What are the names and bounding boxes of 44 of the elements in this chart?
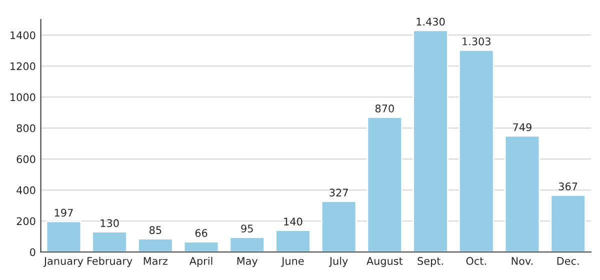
bar	[275, 230, 311, 252]
y-tick-label: 800	[16, 124, 36, 132]
y-tick-label: 1000	[10, 93, 36, 102]
x-tick-label: May	[237, 257, 258, 267]
y-tick-label: 0	[30, 248, 36, 256]
x-tick-label: June	[281, 257, 304, 267]
data-label: 66	[195, 229, 208, 237]
x-tick-label: July	[328, 256, 348, 267]
data-label: 130	[100, 219, 119, 228]
data-label: 367	[558, 182, 578, 190]
data-label: 95	[241, 224, 253, 232]
x-tick-label: February	[88, 256, 132, 267]
x-tick-label: Sept.	[418, 257, 443, 267]
bar	[183, 241, 220, 252]
data-label: 749	[513, 123, 532, 132]
data-label: 85	[150, 226, 162, 234]
y-tick-label: 200	[16, 217, 36, 226]
bar	[550, 194, 586, 252]
data-label: 140	[284, 218, 302, 226]
x-tick-label: January	[43, 257, 84, 267]
data-label: 1.303	[462, 37, 490, 46]
y-tick-label: 1400	[10, 31, 36, 40]
y-tick-label: 400	[16, 186, 36, 194]
y-tick-label: 1200	[10, 62, 36, 70]
bar	[366, 116, 403, 252]
bar	[138, 238, 174, 252]
x-tick-label: August	[366, 257, 403, 267]
y-tick-label: 600	[16, 155, 36, 164]
bar	[504, 135, 540, 252]
data-label: 870	[375, 104, 394, 112]
data-label: 197	[54, 208, 73, 217]
bar	[412, 30, 448, 252]
data-label: 327	[330, 188, 348, 197]
data-label: 1.430	[416, 18, 445, 26]
bar	[229, 236, 266, 252]
x-tick-label: Dec.	[557, 257, 579, 265]
bar	[46, 220, 82, 252]
bar	[458, 49, 494, 252]
x-tick-label: Nov.	[512, 257, 533, 265]
x-tick-label: April	[189, 256, 212, 267]
bar	[320, 200, 357, 252]
x-tick-label: Marz	[144, 257, 168, 265]
bar	[92, 231, 128, 252]
x-tick-label: Oct.	[466, 257, 486, 265]
